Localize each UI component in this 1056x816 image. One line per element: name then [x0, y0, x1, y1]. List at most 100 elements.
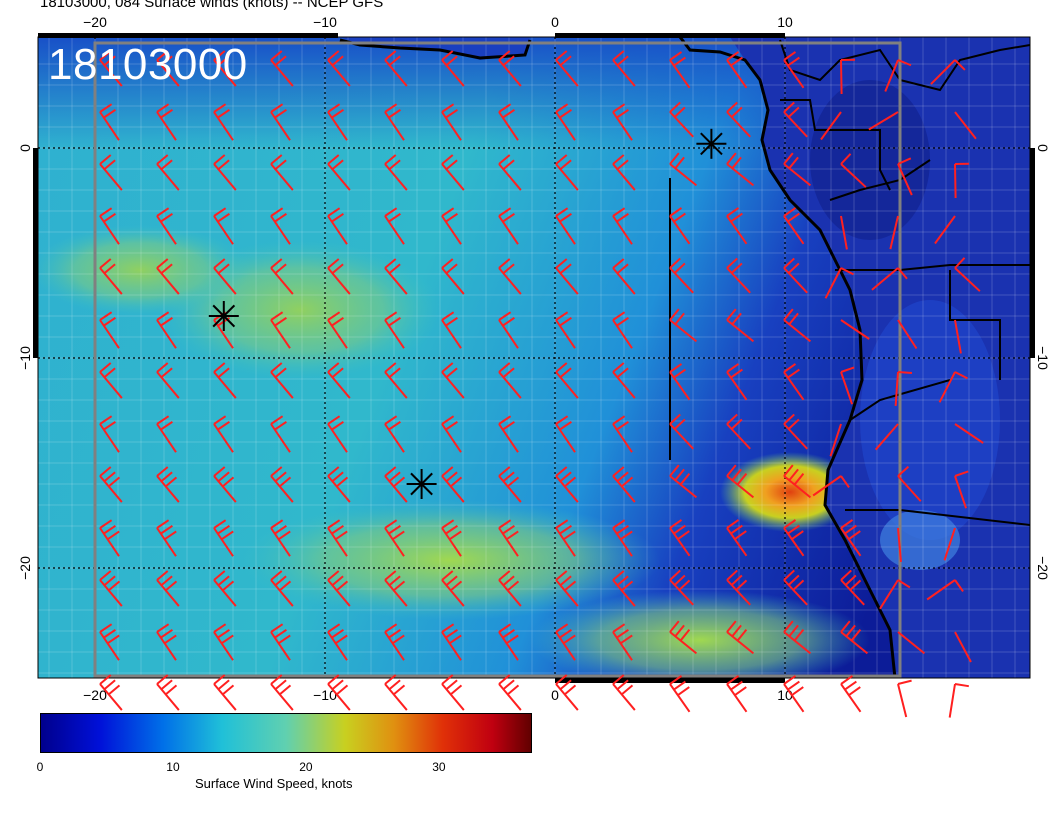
wind-barb [612, 415, 633, 453]
wind-barb [384, 207, 405, 245]
wind-barb-line [327, 103, 348, 141]
wind-barb-line [498, 362, 522, 399]
wind-barb [612, 519, 633, 557]
wind-barb-line [384, 570, 408, 607]
wind-barb [99, 311, 120, 349]
wind-barb [954, 631, 972, 663]
wind-barb-line [669, 363, 691, 401]
wind-barb [156, 466, 180, 503]
wind-barb [156, 258, 180, 295]
wind-barb-line [897, 527, 902, 562]
wind-barb [99, 207, 120, 245]
wind-barb [270, 623, 291, 661]
wind-barb-line [327, 415, 348, 453]
wind-barb-line [213, 154, 237, 191]
wind-barb [897, 631, 926, 655]
wind-barb [498, 154, 522, 191]
wind-barb-line [99, 207, 120, 245]
wind-barb [612, 623, 633, 661]
wind-barb [555, 103, 576, 141]
wind-barb-line [612, 258, 636, 295]
wind-barb [270, 570, 294, 607]
wind-barb [783, 152, 812, 187]
wind-barb-line [213, 674, 237, 711]
wind-barb-line [327, 207, 348, 245]
wind-barb-line [612, 415, 633, 453]
lat-tick-label-right: 0 [1035, 144, 1051, 152]
wind-barb [384, 674, 408, 711]
wind-barb-line [156, 103, 177, 141]
wind-barb [783, 207, 805, 245]
wind-barb [943, 527, 956, 561]
lat-tick-label-left: 0 [17, 144, 33, 152]
wind-barb-line [156, 623, 177, 661]
figure-title: 18103000, 084 Surface winds (knots) -- N… [40, 0, 384, 11]
wind-barb-line [384, 623, 405, 661]
wind-barb [726, 620, 755, 655]
wind-barb [840, 215, 848, 250]
wind-barb [213, 258, 237, 295]
asterisk-marker [696, 128, 727, 159]
wind-barb [897, 319, 918, 350]
wind-barb [812, 475, 850, 497]
wind-barb [612, 207, 633, 245]
wind-barb-line [99, 466, 123, 503]
africa-coastline [678, 37, 897, 678]
wind-barb [555, 258, 579, 295]
wind-barb-line [441, 362, 465, 399]
wind-barb [213, 519, 234, 557]
wind-barb-line [555, 258, 579, 295]
wind-barb-line [213, 570, 237, 607]
wind-barb [555, 362, 579, 399]
wind-barb [726, 308, 755, 343]
wind-barb [441, 570, 465, 607]
wind-barb [270, 466, 294, 503]
wind-barb [726, 363, 748, 401]
wind-barb [498, 570, 522, 607]
bottom-axis-bar [555, 678, 785, 683]
lon-tick-label-bottom: −20 [83, 687, 107, 703]
wind-barb [213, 50, 237, 87]
wind-barb-line [555, 674, 579, 711]
wind-barb-line [954, 423, 984, 444]
wind-barb [669, 363, 691, 401]
wind-barb-line [555, 519, 576, 557]
wind-barb-line [99, 415, 120, 453]
wind-barb-line [871, 267, 908, 291]
wind-barb-line [270, 466, 294, 503]
wind-barb-line [897, 679, 912, 718]
wind-barb [156, 570, 180, 607]
wind-barb-line [783, 363, 805, 401]
wind-barb-line [384, 258, 408, 295]
north-borders [779, 39, 1030, 92]
lon-tick-label-bottom: −10 [313, 687, 337, 703]
wind-barb-line [783, 413, 808, 450]
wind-barb [669, 308, 698, 343]
wind-barb [213, 362, 237, 399]
wind-barb [327, 674, 351, 711]
wind-barb [498, 50, 522, 87]
wind-barb [669, 207, 691, 245]
wind-barb [555, 50, 579, 87]
wind-barb [612, 50, 636, 87]
wind-barb [840, 519, 862, 557]
wind-barb-line [840, 675, 862, 713]
wind-barb [384, 519, 405, 557]
wind-barb [555, 207, 576, 245]
wind-barb [270, 207, 291, 245]
lon-tick-label-top: −10 [313, 14, 337, 30]
wind-barb [871, 267, 908, 291]
wind-barb-line [897, 631, 926, 655]
wind-barb [270, 362, 294, 399]
wind-barb [954, 257, 981, 292]
wind-barb [270, 258, 294, 295]
wind-barb-line [555, 311, 576, 349]
wind-barb-line [498, 623, 519, 661]
wind-barb [270, 50, 294, 87]
wind-barb [384, 50, 408, 87]
wind-barb [868, 111, 899, 131]
wind-barb-line [270, 311, 291, 349]
colorbar-tick-label: 0 [36, 760, 44, 774]
wind-barb [555, 623, 576, 661]
